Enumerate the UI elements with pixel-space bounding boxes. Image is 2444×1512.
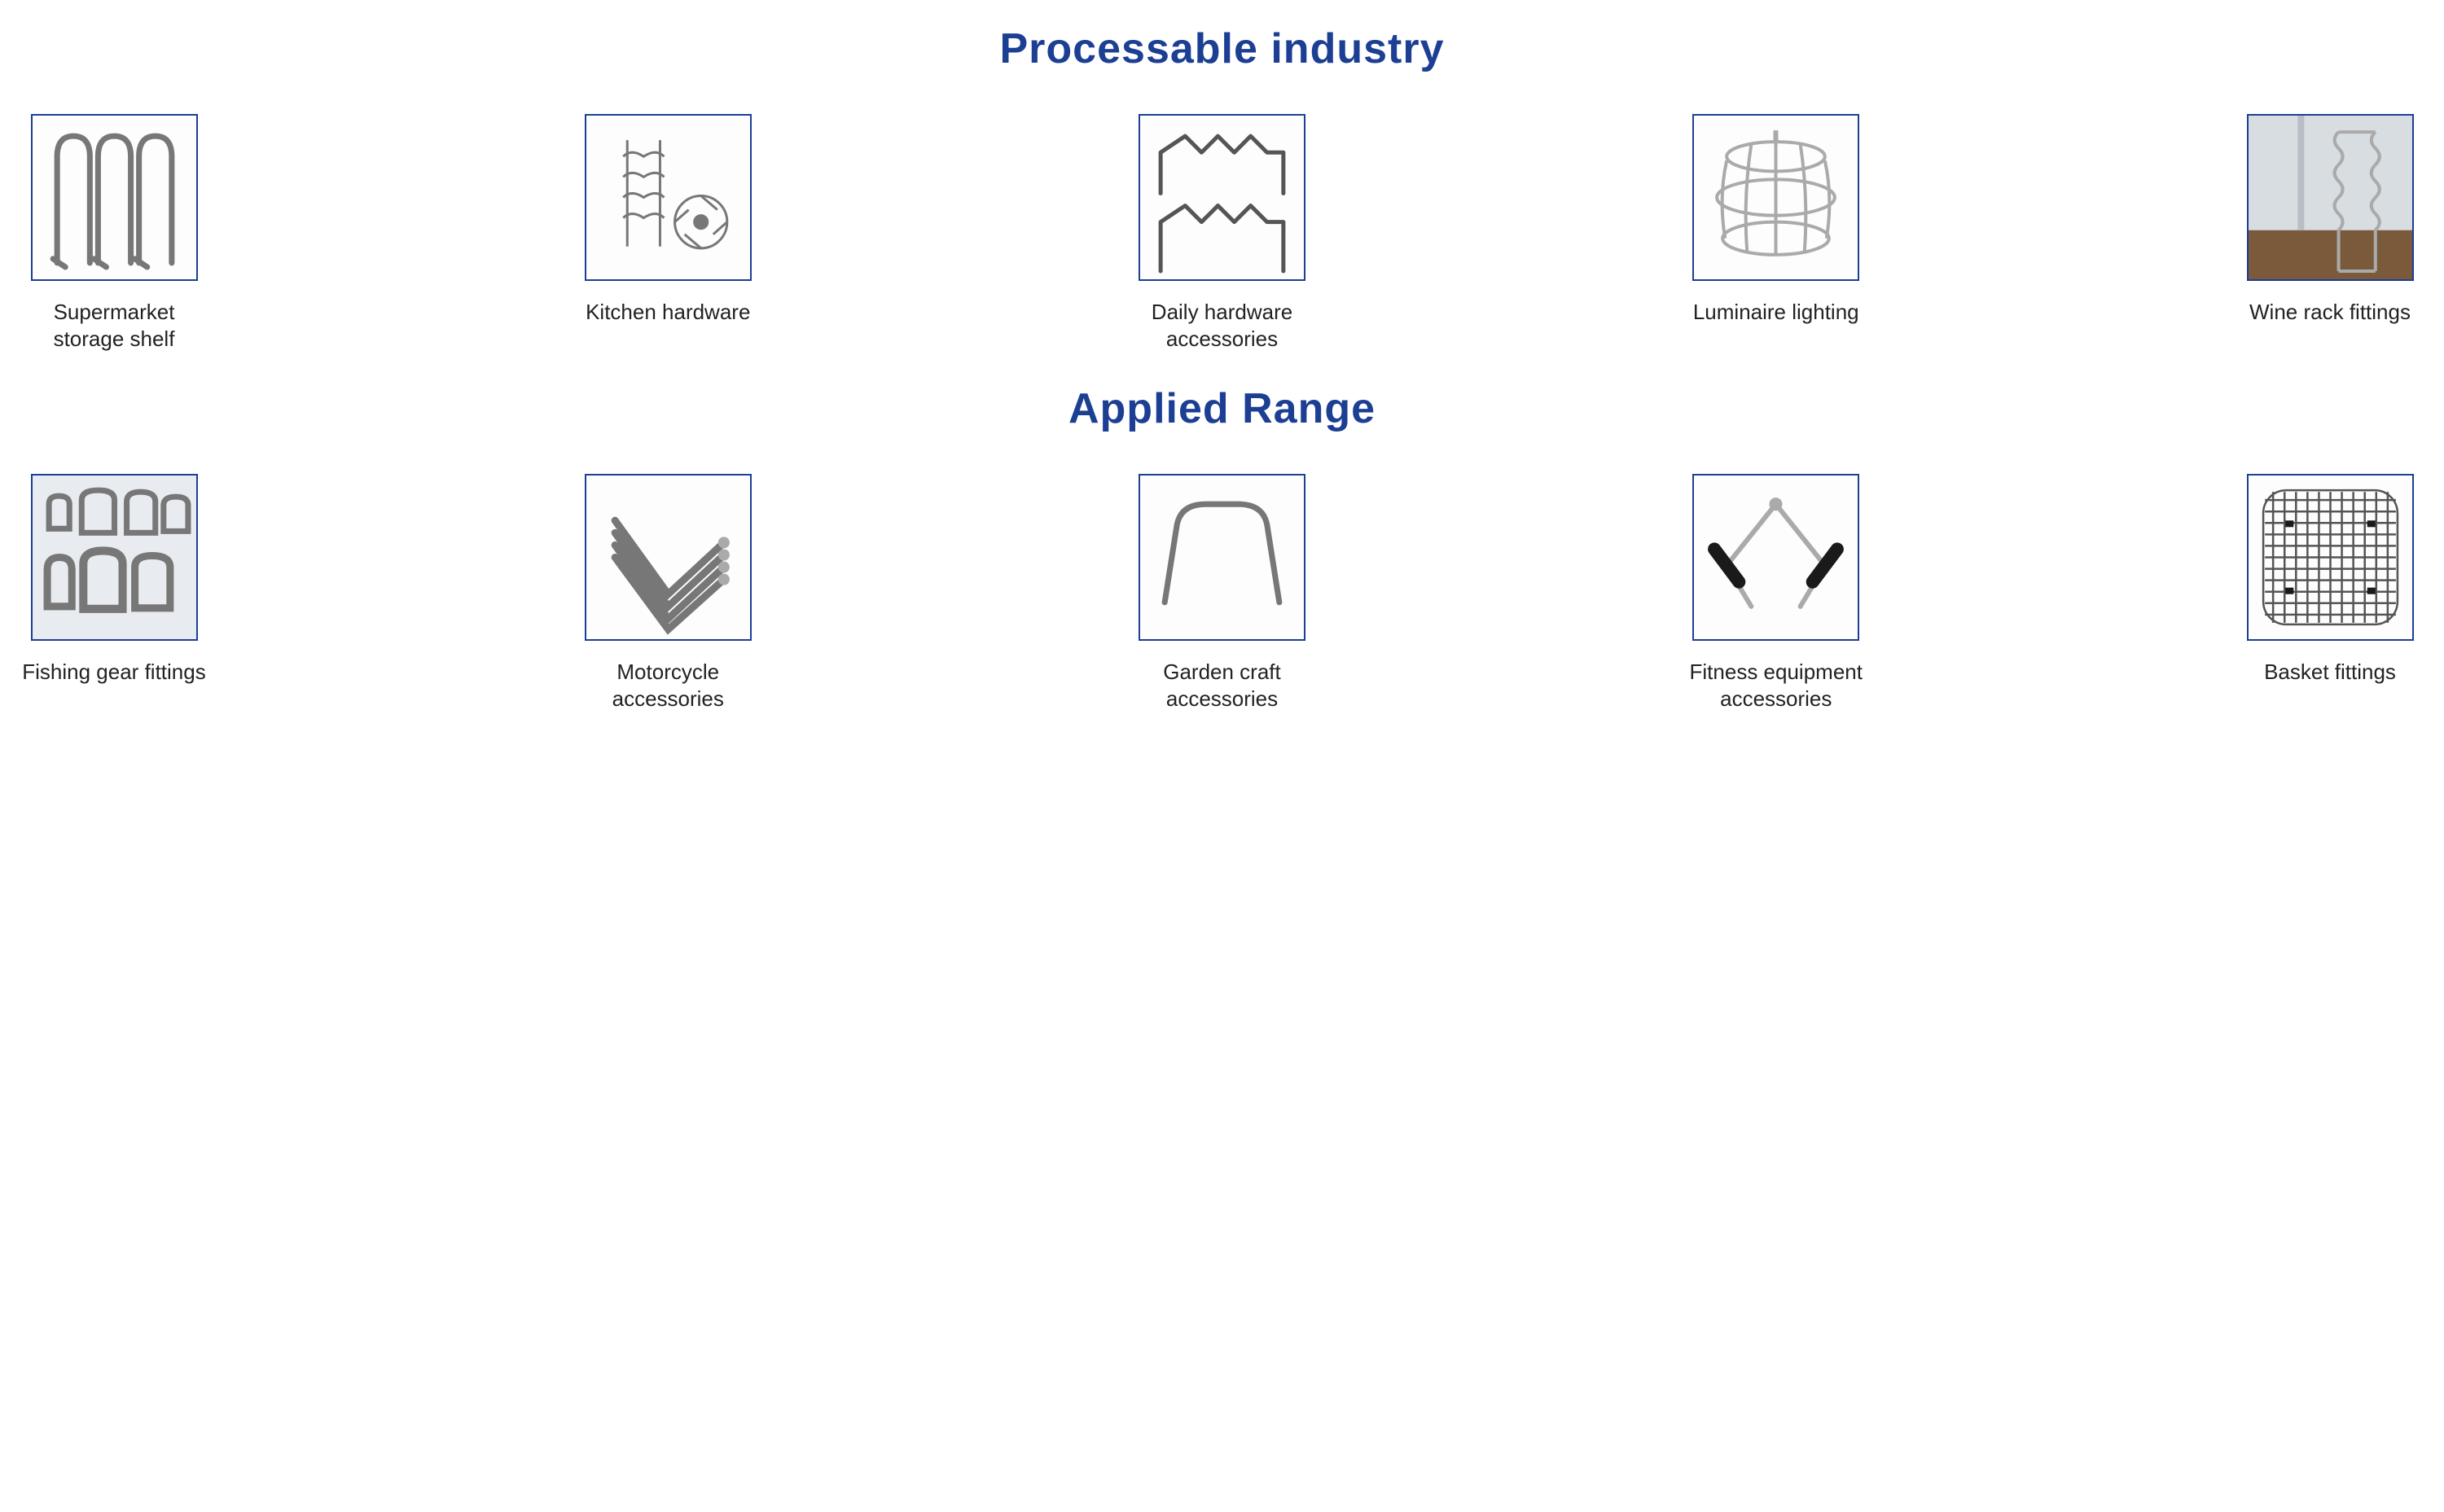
product-card: Basket fittings [2232,474,2428,712]
product-thumb [31,474,198,641]
product-card: Supermarket storage shelf [16,114,212,352]
product-caption: Daily hardware accessories [1125,299,1320,352]
product-thumb [1692,474,1859,641]
product-card: Luminaire lighting [1678,114,1874,352]
product-card: Fitness equipment accessories [1678,474,1874,712]
product-card: Daily hardware accessories [1125,114,1320,352]
product-thumb [2247,474,2414,641]
product-card: Wine rack fittings [2232,114,2428,352]
product-card: Garden craft accessories [1125,474,1320,712]
product-caption: Luminaire lighting [1693,299,1859,326]
product-caption: Motorcycle accessories [570,659,766,712]
product-caption: Kitchen hardware [586,299,750,326]
product-thumb [31,114,198,281]
product-caption: Wine rack fittings [2249,299,2411,326]
product-thumb [585,474,752,641]
product-card: Kitchen hardware [570,114,766,352]
product-card: Fishing gear fittings [16,474,212,712]
product-caption: Garden craft accessories [1125,659,1320,712]
section-title-processable: Processable industry [8,24,2436,73]
product-thumb [2247,114,2414,281]
product-caption: Supermarket storage shelf [16,299,212,352]
product-thumb [585,114,752,281]
card-grid: Supermarket storage shelf Kitchen hardwa… [8,114,2436,352]
product-card: Motorcycle accessories [570,474,766,712]
section-title-applied: Applied Range [8,384,2436,433]
product-caption: Fishing gear fittings [22,659,205,686]
product-thumb [1692,114,1859,281]
product-thumb [1139,474,1305,641]
card-grid: Fishing gear fittings Motorcycle accesso… [8,474,2436,712]
product-caption: Basket fittings [2264,659,2396,686]
product-caption: Fitness equipment accessories [1678,659,1874,712]
product-thumb [1139,114,1305,281]
